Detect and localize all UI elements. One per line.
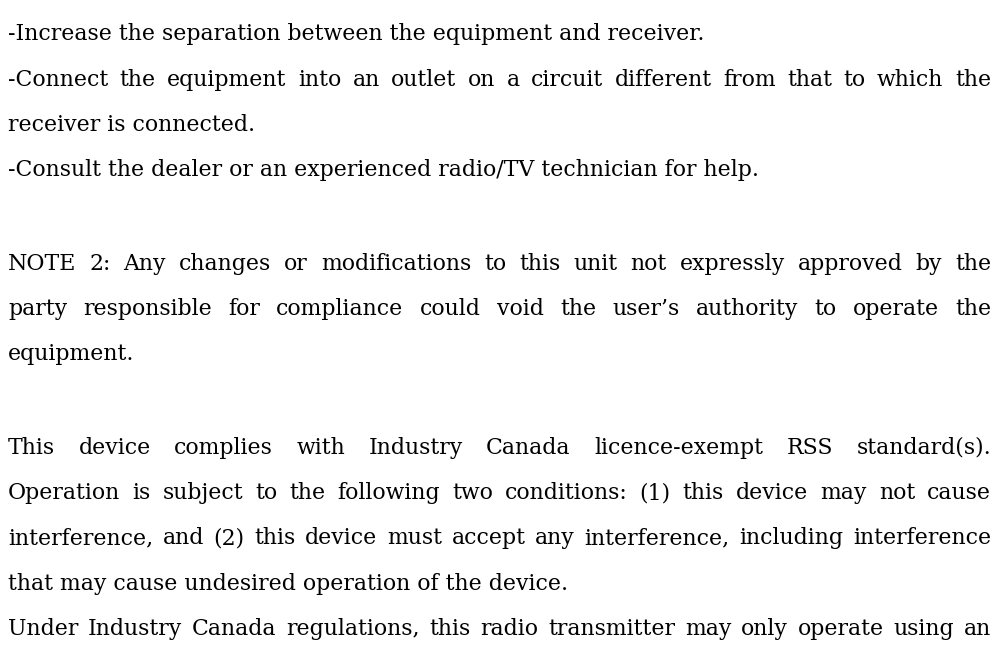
Text: void: void — [497, 298, 543, 320]
Text: to: to — [485, 253, 506, 274]
Text: any: any — [535, 528, 575, 550]
Text: a: a — [506, 68, 519, 91]
Text: that may cause undesired operation of the device.: that may cause undesired operation of th… — [8, 573, 568, 595]
Text: outlet: outlet — [392, 68, 457, 91]
Text: complies: complies — [174, 436, 273, 459]
Text: this: this — [519, 253, 560, 274]
Text: using: using — [893, 618, 954, 640]
Text: subject: subject — [163, 482, 243, 504]
Text: receiver is connected.: receiver is connected. — [8, 114, 255, 136]
Text: to: to — [843, 68, 866, 91]
Text: Any: Any — [124, 253, 166, 274]
Text: not: not — [630, 253, 666, 274]
Text: modifications: modifications — [321, 253, 472, 274]
Text: different: different — [614, 68, 712, 91]
Text: unit: unit — [573, 253, 617, 274]
Text: that: that — [787, 68, 832, 91]
Text: accept: accept — [452, 528, 525, 550]
Text: interference: interference — [853, 528, 991, 550]
Text: Industry: Industry — [369, 436, 463, 459]
Text: an: an — [964, 618, 991, 640]
Text: (2): (2) — [214, 528, 245, 550]
Text: by: by — [915, 253, 942, 274]
Text: authority: authority — [695, 298, 798, 320]
Text: this: this — [255, 528, 296, 550]
Text: NOTE: NOTE — [8, 253, 76, 274]
Text: not: not — [879, 482, 915, 504]
Text: Operation: Operation — [8, 482, 120, 504]
Text: from: from — [723, 68, 776, 91]
Text: compliance: compliance — [277, 298, 404, 320]
Text: responsible: responsible — [83, 298, 212, 320]
Text: two: two — [453, 482, 493, 504]
Text: standard(s).: standard(s). — [856, 436, 991, 459]
Text: user’s: user’s — [612, 298, 679, 320]
Text: interference,: interference, — [8, 528, 153, 550]
Text: Canada: Canada — [487, 436, 570, 459]
Text: could: could — [420, 298, 481, 320]
Text: the: the — [120, 68, 156, 91]
Text: including: including — [739, 528, 843, 550]
Text: party: party — [8, 298, 67, 320]
Text: on: on — [468, 68, 496, 91]
Text: -Connect: -Connect — [8, 68, 108, 91]
Text: Industry: Industry — [88, 618, 183, 640]
Text: (1): (1) — [639, 482, 671, 504]
Text: to: to — [814, 298, 836, 320]
Text: and: and — [163, 528, 204, 550]
Text: the: the — [559, 298, 596, 320]
Text: an: an — [353, 68, 380, 91]
Text: this: this — [683, 482, 724, 504]
Text: or: or — [284, 253, 308, 274]
Text: is: is — [132, 482, 151, 504]
Text: which: which — [877, 68, 943, 91]
Text: device: device — [306, 528, 378, 550]
Text: operate: operate — [852, 298, 939, 320]
Text: Canada: Canada — [192, 618, 277, 640]
Text: to: to — [255, 482, 278, 504]
Text: for: for — [228, 298, 260, 320]
Text: equipment: equipment — [167, 68, 287, 91]
Text: interference,: interference, — [584, 528, 729, 550]
Text: expressly: expressly — [679, 253, 785, 274]
Text: equipment.: equipment. — [8, 343, 135, 365]
Text: the: the — [955, 68, 991, 91]
Text: transmitter: transmitter — [548, 618, 675, 640]
Text: Under: Under — [8, 618, 78, 640]
Text: must: must — [387, 528, 443, 550]
Text: may: may — [820, 482, 867, 504]
Text: -Consult the dealer or an experienced radio/TV technician for help.: -Consult the dealer or an experienced ra… — [8, 159, 759, 182]
Text: into: into — [298, 68, 341, 91]
Text: operate: operate — [797, 618, 884, 640]
Text: only: only — [741, 618, 788, 640]
Text: with: with — [297, 436, 345, 459]
Text: radio: radio — [481, 618, 538, 640]
Text: may: may — [685, 618, 731, 640]
Text: approved: approved — [797, 253, 902, 274]
Text: the: the — [955, 253, 991, 274]
Text: device: device — [79, 436, 151, 459]
Text: circuit: circuit — [531, 68, 603, 91]
Text: cause: cause — [927, 482, 991, 504]
Text: regulations,: regulations, — [287, 618, 420, 640]
Text: the: the — [955, 298, 991, 320]
Text: this: this — [430, 618, 471, 640]
Text: licence-exempt: licence-exempt — [594, 436, 763, 459]
Text: device: device — [736, 482, 808, 504]
Text: changes: changes — [179, 253, 272, 274]
Text: RSS: RSS — [786, 436, 833, 459]
Text: -Increase the separation between the equipment and receiver.: -Increase the separation between the equ… — [8, 23, 704, 45]
Text: following: following — [338, 482, 440, 504]
Text: the: the — [290, 482, 326, 504]
Text: This: This — [8, 436, 55, 459]
Text: conditions:: conditions: — [504, 482, 627, 504]
Text: 2:: 2: — [89, 253, 111, 274]
